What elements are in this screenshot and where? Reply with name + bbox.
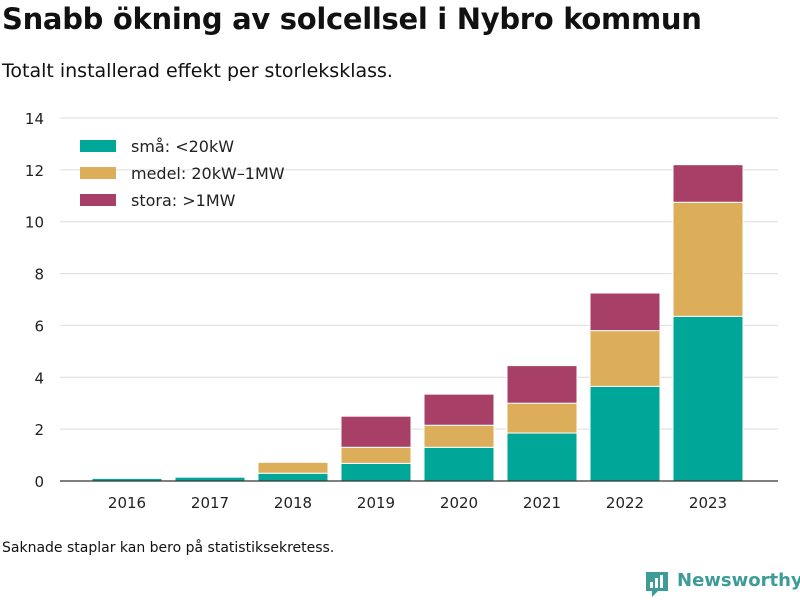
bar-segment-large (672, 164, 744, 203)
bar-segment-medium (257, 461, 329, 474)
bar-segment-medium (340, 446, 412, 464)
x-tick-label: 2021 (523, 494, 561, 512)
bar-segment-large (340, 415, 412, 448)
legend-swatch (80, 140, 116, 152)
legend-label: stora: >1MW (131, 191, 236, 210)
bar-segment-small (506, 432, 578, 482)
bar-segment-small (423, 446, 495, 482)
y-tick-label: 0 (34, 473, 44, 491)
bar-segment-medium (589, 330, 661, 387)
newsworthy-logo-icon (646, 572, 668, 597)
y-tick-label: 4 (34, 369, 44, 387)
x-tick-label: 2018 (274, 494, 312, 512)
bar-segment-large (423, 393, 495, 426)
legend: små: <20kW medel: 20kW–1MW stora: >1MW (80, 137, 285, 210)
brand-name: Newsworthy (677, 570, 800, 591)
bar-segment-small (257, 472, 329, 482)
x-tick-label: 2022 (606, 494, 644, 512)
footnote: Saknade staplar kan bero på statistiksek… (2, 540, 335, 556)
axes: 0 2 4 6 8 10 12 14 2016 2017 2018 2019 2020 2021 2022 2… (25, 110, 778, 512)
y-tick-label: 14 (25, 110, 44, 128)
y-tick-label: 12 (25, 162, 44, 180)
bar-segment-small (340, 462, 412, 482)
x-tick-label: 2016 (108, 494, 146, 512)
bar-segment-small (589, 385, 661, 482)
bars (91, 164, 744, 482)
legend-label: små: <20kW (131, 137, 234, 156)
x-tick-label: 2023 (689, 494, 727, 512)
y-tick-label: 6 (34, 317, 44, 335)
legend-label: medel: 20kW–1MW (131, 164, 285, 183)
bar-segment-medium (174, 475, 246, 478)
bar-segment-small (672, 315, 744, 482)
chart-title: Snabb ökning av solcellsel i Nybro kommu… (2, 2, 702, 36)
bar-segment-medium (423, 424, 495, 448)
legend-swatch (80, 194, 116, 206)
newsworthy-logo: Newsworthy (644, 568, 800, 600)
bar-segment-large (589, 292, 661, 332)
y-tick-label: 2 (34, 421, 44, 439)
bar-segment-medium (506, 402, 578, 434)
y-tick-label: 10 (25, 214, 44, 232)
y-tick-label: 8 (34, 266, 44, 284)
bar-segment-medium (672, 201, 744, 317)
legend-swatch (80, 167, 116, 179)
stacked-bar-chart: 0 2 4 6 8 10 12 14 2016 2017 2018 2019 2020 2021 2022 2… (25, 110, 778, 512)
chart-subtitle: Totalt installerad effekt per storlekskl… (2, 60, 393, 82)
x-tick-label: 2020 (440, 494, 478, 512)
x-tick-label: 2017 (191, 494, 229, 512)
x-tick-label: 2019 (357, 494, 395, 512)
bar-segment-large (506, 365, 578, 404)
